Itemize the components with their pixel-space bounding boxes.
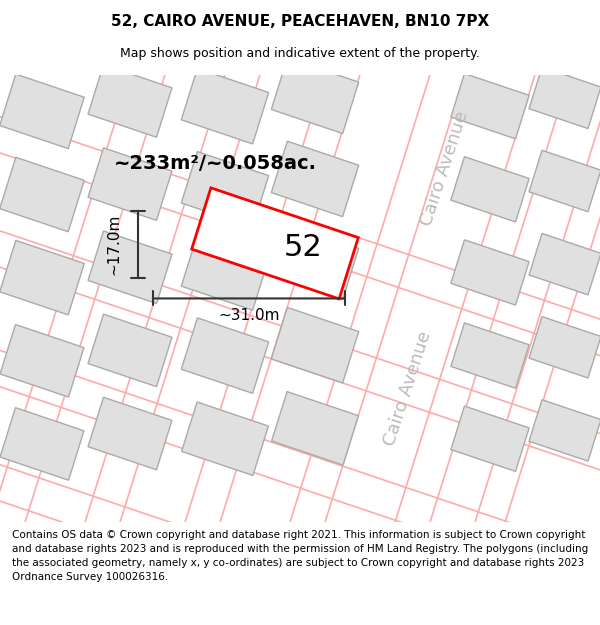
Text: Contains OS data © Crown copyright and database right 2021. This information is : Contains OS data © Crown copyright and d… [12, 530, 588, 582]
Polygon shape [451, 240, 529, 305]
Text: ~233m²/~0.058ac.: ~233m²/~0.058ac. [113, 154, 317, 173]
Text: Cairo Avenue: Cairo Avenue [418, 109, 472, 228]
Text: Map shows position and indicative extent of the property.: Map shows position and indicative extent… [120, 48, 480, 61]
Polygon shape [271, 58, 359, 134]
Polygon shape [529, 317, 600, 378]
Polygon shape [88, 314, 172, 387]
Polygon shape [451, 74, 529, 139]
Text: Cairo Avenue: Cairo Avenue [381, 329, 435, 449]
Polygon shape [181, 235, 269, 310]
Polygon shape [529, 400, 600, 461]
Polygon shape [0, 241, 84, 315]
Text: 52, CAIRO AVENUE, PEACEHAVEN, BN10 7PX: 52, CAIRO AVENUE, PEACEHAVEN, BN10 7PX [111, 14, 489, 29]
Polygon shape [451, 157, 529, 222]
Text: ~31.0m: ~31.0m [218, 308, 280, 322]
Polygon shape [181, 68, 269, 144]
Polygon shape [529, 67, 600, 129]
Polygon shape [88, 398, 172, 470]
Polygon shape [271, 308, 359, 383]
Polygon shape [0, 408, 84, 480]
Polygon shape [529, 233, 600, 295]
Polygon shape [451, 406, 529, 471]
Polygon shape [271, 141, 359, 217]
Polygon shape [181, 318, 269, 393]
Polygon shape [0, 74, 84, 149]
Text: 52: 52 [284, 233, 322, 262]
Polygon shape [272, 392, 358, 465]
Polygon shape [0, 324, 84, 397]
Polygon shape [0, 158, 84, 232]
Polygon shape [192, 188, 358, 299]
Polygon shape [451, 323, 529, 388]
Polygon shape [529, 150, 600, 212]
Polygon shape [88, 231, 172, 304]
Polygon shape [88, 65, 172, 138]
Polygon shape [271, 224, 359, 300]
Polygon shape [181, 152, 269, 227]
Text: ~17.0m: ~17.0m [107, 214, 121, 275]
Polygon shape [88, 148, 172, 221]
Polygon shape [182, 402, 268, 476]
